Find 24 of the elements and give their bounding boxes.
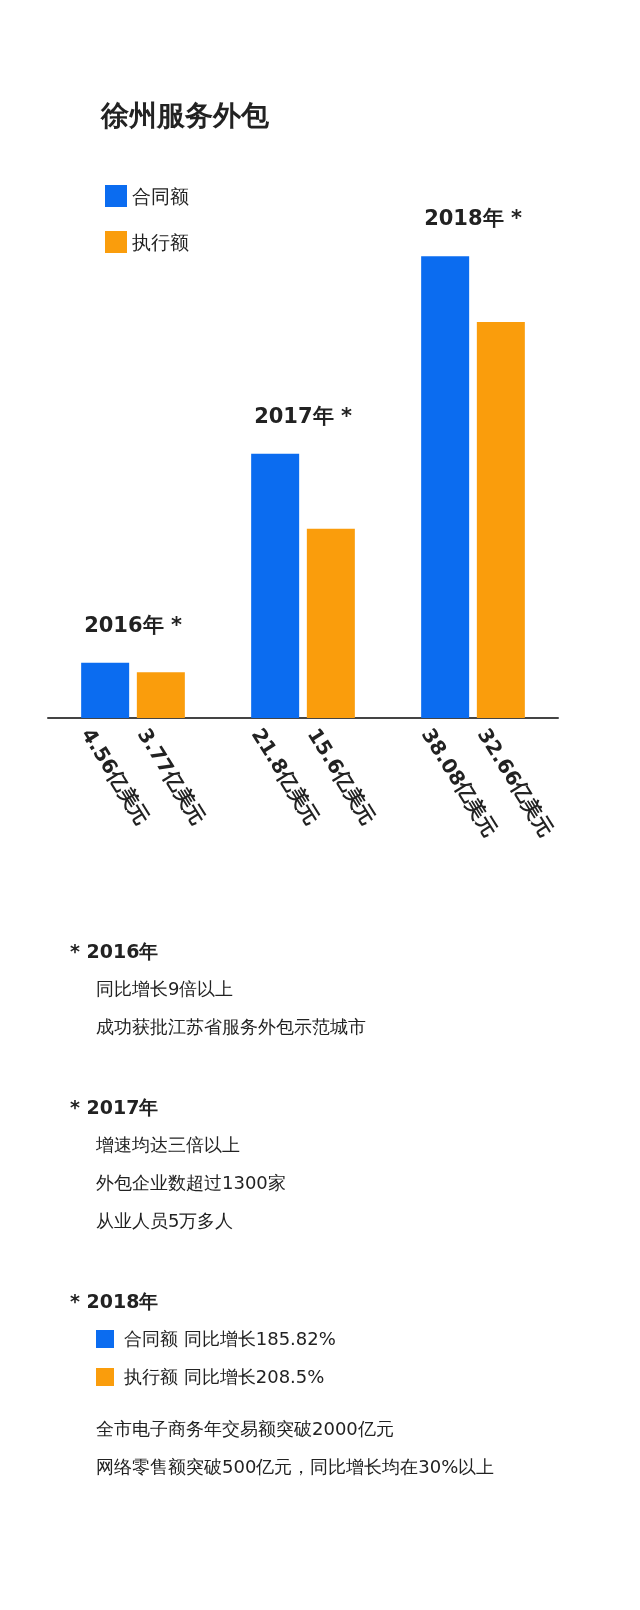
text: 外包企业数超过1300家	[96, 1171, 286, 1195]
text: 同比增长9倍以上	[96, 977, 234, 1001]
text: 成功获批江苏省服务外包示范城市	[96, 1015, 366, 1039]
bar	[136, 672, 185, 718]
bar	[251, 453, 300, 718]
x-tick-label: 2018年 *	[424, 206, 522, 231]
bar	[81, 662, 130, 718]
text: 合同额 同比增长185.82%	[124, 1327, 336, 1351]
bar	[421, 256, 470, 718]
text: 执行额 同比增长208.5%	[124, 1365, 325, 1389]
chart-title: 徐州服务外包	[100, 98, 270, 132]
bar	[476, 322, 525, 718]
text: 网络零售额突破500亿元，同比增长均在30%以上	[96, 1455, 495, 1479]
text: 全市电子商务年交易额突破2000亿元	[96, 1417, 394, 1441]
x-tick-label: 2016年 *	[84, 612, 182, 637]
text: 从业人员5万多人	[96, 1209, 234, 1233]
text: 增速均达三倍以上	[96, 1133, 240, 1157]
legend-label: 执行额	[132, 231, 189, 253]
x-tick-label: 2017年 *	[254, 403, 352, 428]
legend-label: 合同额	[132, 185, 189, 207]
text: * 2018年	[70, 1289, 159, 1314]
bar	[306, 528, 355, 718]
text: * 2016年	[70, 939, 159, 964]
text: * 2017年	[70, 1095, 159, 1120]
